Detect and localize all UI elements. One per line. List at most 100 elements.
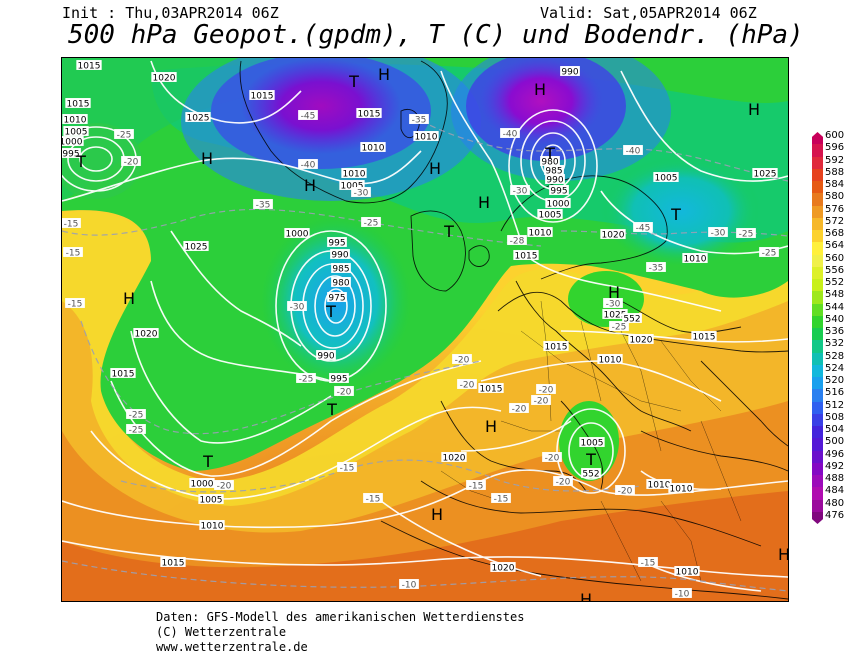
pressure-label-box (543, 341, 569, 351)
temperature-label-box (351, 187, 371, 197)
pressure-label-box (545, 174, 565, 184)
legend-label: 512 (825, 399, 845, 411)
weather-map: 1015102010151010100510009951025101510151… (61, 57, 789, 602)
temperature-label: -35 (412, 115, 427, 125)
legend-swatch (812, 450, 823, 463)
pressure-label: 1015 (78, 61, 101, 71)
geopotential-labels: 552 552 (581, 313, 642, 479)
legend-swatch (812, 340, 823, 353)
pressure-label-box (544, 165, 564, 175)
legend-entry: 516 (812, 387, 850, 402)
legend-entry: 544 (812, 302, 850, 316)
legend-swatch (812, 426, 823, 439)
legend-label: 540 (825, 313, 845, 325)
temperature-label-box (126, 424, 146, 434)
temperature-label-box (287, 301, 307, 311)
temperature-label: -25 (762, 248, 777, 258)
pressure-label: 1010 (529, 228, 552, 238)
pressure-label: 990 (546, 175, 563, 185)
legend-entry: 548 (812, 289, 850, 304)
pressure-label-box (341, 168, 367, 178)
legend-entry: 592 (812, 155, 850, 169)
temperature-label: -20 (124, 157, 139, 167)
legend-label: 480 (825, 497, 845, 509)
legend-label: 568 (825, 228, 845, 239)
legend-entry: 600 (812, 130, 850, 145)
high-pressure-marker: H (304, 176, 316, 195)
temperature-label-box (214, 480, 234, 490)
legend-label: 488 (825, 473, 845, 484)
geopotential-label-box (622, 313, 642, 323)
temperature-label-box (126, 409, 146, 419)
temperature-label-box (623, 145, 643, 155)
high-pressure-marker: H (378, 65, 390, 84)
pressure-label: 1015 (112, 369, 135, 379)
legend-swatch (812, 144, 823, 157)
legend-label: 520 (825, 375, 845, 386)
temperature-label: -40 (301, 160, 316, 170)
pressure-label-box (600, 229, 626, 239)
pressure-label: 1025 (185, 242, 208, 252)
pressure-label: 1010 (64, 115, 87, 125)
pressure-label-box (62, 136, 84, 146)
legend-entry: 540 (812, 313, 850, 328)
isotherms (62, 120, 788, 592)
temperature-label-box (399, 579, 419, 589)
pressure-centers: HHHHHHHHHHHHHTTTTTTTTT (75, 65, 788, 601)
copyright: (C) Wetterzentrale (156, 625, 287, 639)
temperature-label: -15 (66, 248, 81, 258)
temperature-label-box (646, 262, 666, 272)
temperature-label: -25 (364, 218, 379, 228)
pressure-label-box (160, 557, 186, 567)
pressure-label-box (62, 148, 81, 158)
pressure-label: 1000 (286, 229, 309, 239)
legend-swatch (812, 475, 823, 488)
pressure-label: 985 (545, 166, 562, 176)
pressure-label-box (327, 292, 347, 302)
pressure-label: 1005 (539, 210, 562, 220)
pressure-label-box (339, 180, 365, 190)
pressure-label: 1020 (153, 73, 176, 83)
low-pressure-marker: T (585, 450, 596, 469)
temperature-label: -30 (513, 186, 528, 196)
pressure-label-box (441, 452, 467, 462)
temperature-label: -25 (129, 425, 144, 435)
temperature-label-box (334, 386, 354, 396)
temperature-label: -20 (539, 385, 554, 395)
pressure-label-box (360, 142, 386, 152)
temperature-label-box (542, 452, 562, 462)
legend-entry: 488 (812, 473, 850, 488)
legend-swatch (812, 303, 823, 316)
temperature-label: -20 (618, 486, 633, 496)
temperature-label: -15 (494, 494, 509, 504)
high-pressure-marker: H (431, 505, 443, 524)
pressure-label-box (540, 156, 560, 166)
temperature-label-box (638, 557, 658, 567)
pressure-label: 1010 (599, 355, 622, 365)
legend-label: 524 (825, 362, 845, 374)
legend-entry: 524 (812, 362, 850, 377)
temperature-label: -45 (636, 223, 651, 233)
pressure-label: 1015 (545, 342, 568, 352)
legend-swatch (812, 438, 823, 451)
pressure-label: 1005 (581, 438, 604, 448)
pressure-label-box (183, 241, 209, 251)
temperature-label-box (536, 384, 556, 394)
polar-vortex-core (241, 58, 401, 154)
legend-swatch (812, 511, 823, 524)
pressure-label-box (356, 108, 382, 118)
temperature-label: -20 (556, 477, 571, 487)
temperature-label-box (253, 199, 273, 209)
legend-label: 504 (825, 424, 845, 435)
legend-swatch (812, 315, 823, 328)
russian-cool-pool (601, 156, 761, 266)
high-pressure-marker: H (485, 417, 497, 436)
isobars (62, 60, 788, 592)
temperature-label: -28 (510, 236, 525, 246)
pressure-label: 995 (550, 186, 567, 196)
legend-entry: 508 (812, 412, 850, 426)
pressure-label-box (752, 168, 778, 178)
legend-swatch (812, 254, 823, 267)
temperature-label-box (507, 235, 527, 245)
pressure-label-box (330, 249, 350, 259)
